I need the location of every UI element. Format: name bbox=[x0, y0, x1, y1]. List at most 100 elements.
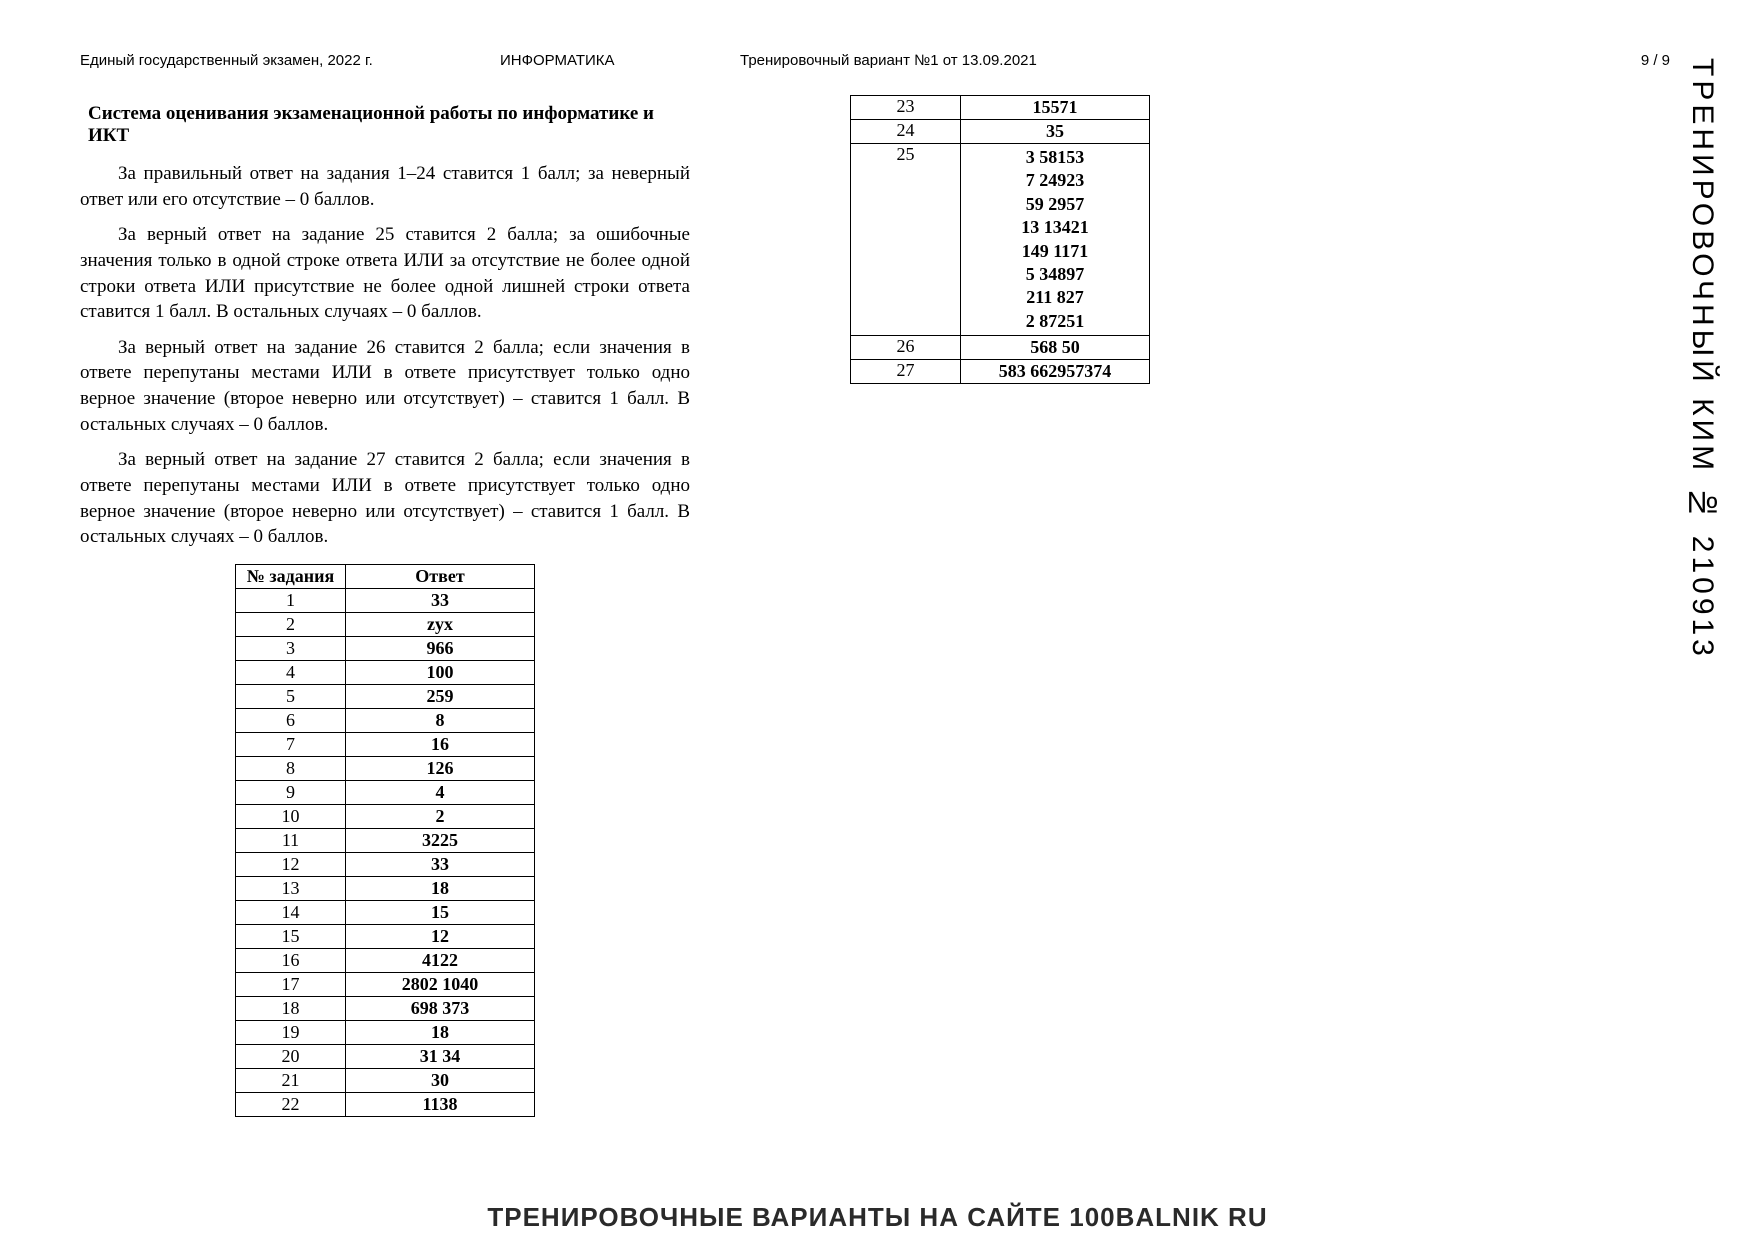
cell-task-number: 25 bbox=[851, 144, 961, 336]
cell-task-number: 18 bbox=[236, 996, 346, 1020]
cell-answer: 15571 bbox=[961, 96, 1150, 120]
cell-answer: 966 bbox=[346, 636, 535, 660]
cell-task-number: 14 bbox=[236, 900, 346, 924]
table-row: 2zyx bbox=[236, 612, 535, 636]
page-header: Единый государственный экзамен, 2022 г. … bbox=[80, 52, 1670, 69]
cell-task-number: 10 bbox=[236, 804, 346, 828]
cell-answer: 35 bbox=[961, 120, 1150, 144]
answers-table-left: № задания Ответ 1332zyx39664100525968716… bbox=[235, 564, 535, 1117]
cell-task-number: 8 bbox=[236, 756, 346, 780]
cell-task-number: 1 bbox=[236, 588, 346, 612]
cell-answer: 8 bbox=[346, 708, 535, 732]
cell-task-number: 20 bbox=[236, 1044, 346, 1068]
table-row: 1233 bbox=[236, 852, 535, 876]
table-row: 221138 bbox=[236, 1092, 535, 1116]
cell-task-number: 2 bbox=[236, 612, 346, 636]
cell-answer: 126 bbox=[346, 756, 535, 780]
table-row: 133 bbox=[236, 588, 535, 612]
cell-answer: 33 bbox=[346, 852, 535, 876]
header-pagenum: 9 / 9 bbox=[1610, 52, 1670, 69]
table-row: 2315571 bbox=[851, 96, 1150, 120]
table-row: 2130 bbox=[236, 1068, 535, 1092]
cell-task-number: 27 bbox=[851, 360, 961, 384]
cell-task-number: 21 bbox=[236, 1068, 346, 1092]
table-row: 26568 50 bbox=[851, 336, 1150, 360]
vertical-side-label: ТРЕНИРОВОЧНЫЙ КИМ № 210913 bbox=[1685, 58, 1719, 660]
cell-answer: 259 bbox=[346, 684, 535, 708]
cell-task-number: 17 bbox=[236, 972, 346, 996]
table-row: 68 bbox=[236, 708, 535, 732]
table-row: 102 bbox=[236, 804, 535, 828]
answers-table-right: 23155712435253 581537 2492359 295713 134… bbox=[850, 95, 1150, 384]
table-row: 716 bbox=[236, 732, 535, 756]
cell-answer: 4122 bbox=[346, 948, 535, 972]
cell-task-number: 26 bbox=[851, 336, 961, 360]
cell-task-number: 19 bbox=[236, 1020, 346, 1044]
page: Единый государственный экзамен, 2022 г. … bbox=[80, 52, 1675, 1241]
right-column: 23155712435253 581537 2492359 295713 134… bbox=[750, 95, 1250, 1117]
cell-answer: 30 bbox=[346, 1068, 535, 1092]
left-column: Система оценивания экзаменационной работ… bbox=[80, 95, 690, 1117]
table-row: 5259 bbox=[236, 684, 535, 708]
table-row: 2435 bbox=[851, 120, 1150, 144]
cell-answer: 15 bbox=[346, 900, 535, 924]
cell-task-number: 3 bbox=[236, 636, 346, 660]
footer-banner: ТРЕНИРОВОЧНЫЕ ВАРИАНТЫ НА САЙТЕ 100BALNI… bbox=[0, 1202, 1755, 1233]
cell-task-number: 4 bbox=[236, 660, 346, 684]
cell-answer: 12 bbox=[346, 924, 535, 948]
table-row: 18698 373 bbox=[236, 996, 535, 1020]
paragraph: За верный ответ на задание 26 ставится 2… bbox=[80, 335, 690, 438]
table-row: 27583 662957374 bbox=[851, 360, 1150, 384]
cell-task-number: 13 bbox=[236, 876, 346, 900]
col-header-answer: Ответ bbox=[346, 564, 535, 588]
cell-answer: 18 bbox=[346, 876, 535, 900]
table-row: 1415 bbox=[236, 900, 535, 924]
header-center: ИНФОРМАТИКА bbox=[500, 52, 740, 69]
table-row: 4100 bbox=[236, 660, 535, 684]
cell-task-number: 9 bbox=[236, 780, 346, 804]
cell-task-number: 24 bbox=[851, 120, 961, 144]
table-row: 3966 bbox=[236, 636, 535, 660]
cell-answer: 33 bbox=[346, 588, 535, 612]
paragraph: За правильный ответ на задания 1–24 став… bbox=[80, 161, 690, 212]
table-row: 1512 bbox=[236, 924, 535, 948]
cell-answer: 18 bbox=[346, 1020, 535, 1044]
cell-answer: 3225 bbox=[346, 828, 535, 852]
table-row: 172802 1040 bbox=[236, 972, 535, 996]
cell-answer: 16 bbox=[346, 732, 535, 756]
paragraph: За верный ответ на задание 25 ставится 2… bbox=[80, 222, 690, 325]
header-left: Единый государственный экзамен, 2022 г. bbox=[80, 52, 500, 69]
cell-task-number: 22 bbox=[236, 1092, 346, 1116]
cell-answer: 3 581537 2492359 295713 13421149 11715 3… bbox=[961, 144, 1150, 336]
col-header-number: № задания bbox=[236, 564, 346, 588]
cell-task-number: 6 bbox=[236, 708, 346, 732]
cell-answer: 2 bbox=[346, 804, 535, 828]
cell-task-number: 7 bbox=[236, 732, 346, 756]
cell-answer: 568 50 bbox=[961, 336, 1150, 360]
cell-answer: 698 373 bbox=[346, 996, 535, 1020]
cell-task-number: 15 bbox=[236, 924, 346, 948]
table-row: 164122 bbox=[236, 948, 535, 972]
header-spacer bbox=[1160, 52, 1610, 69]
table-row: 2031 34 bbox=[236, 1044, 535, 1068]
header-right1: Тренировочный вариант №1 от 13.09.2021 bbox=[740, 52, 1160, 69]
cell-task-number: 5 bbox=[236, 684, 346, 708]
cell-task-number: 16 bbox=[236, 948, 346, 972]
cell-task-number: 12 bbox=[236, 852, 346, 876]
cell-task-number: 23 bbox=[851, 96, 961, 120]
cell-answer: zyx bbox=[346, 612, 535, 636]
cell-answer: 31 34 bbox=[346, 1044, 535, 1068]
table-row: 1918 bbox=[236, 1020, 535, 1044]
paragraph: За верный ответ на задание 27 ставится 2… bbox=[80, 447, 690, 550]
section-title: Система оценивания экзаменационной работ… bbox=[88, 103, 690, 147]
cell-answer: 1138 bbox=[346, 1092, 535, 1116]
content-columns: Система оценивания экзаменационной работ… bbox=[80, 95, 1420, 1117]
cell-answer: 4 bbox=[346, 780, 535, 804]
table-row: 8126 bbox=[236, 756, 535, 780]
table-row: 253 581537 2492359 295713 13421149 11715… bbox=[851, 144, 1150, 336]
table-row: 113225 bbox=[236, 828, 535, 852]
table-row: 1318 bbox=[236, 876, 535, 900]
cell-answer: 2802 1040 bbox=[346, 972, 535, 996]
cell-task-number: 11 bbox=[236, 828, 346, 852]
table-row: 94 bbox=[236, 780, 535, 804]
